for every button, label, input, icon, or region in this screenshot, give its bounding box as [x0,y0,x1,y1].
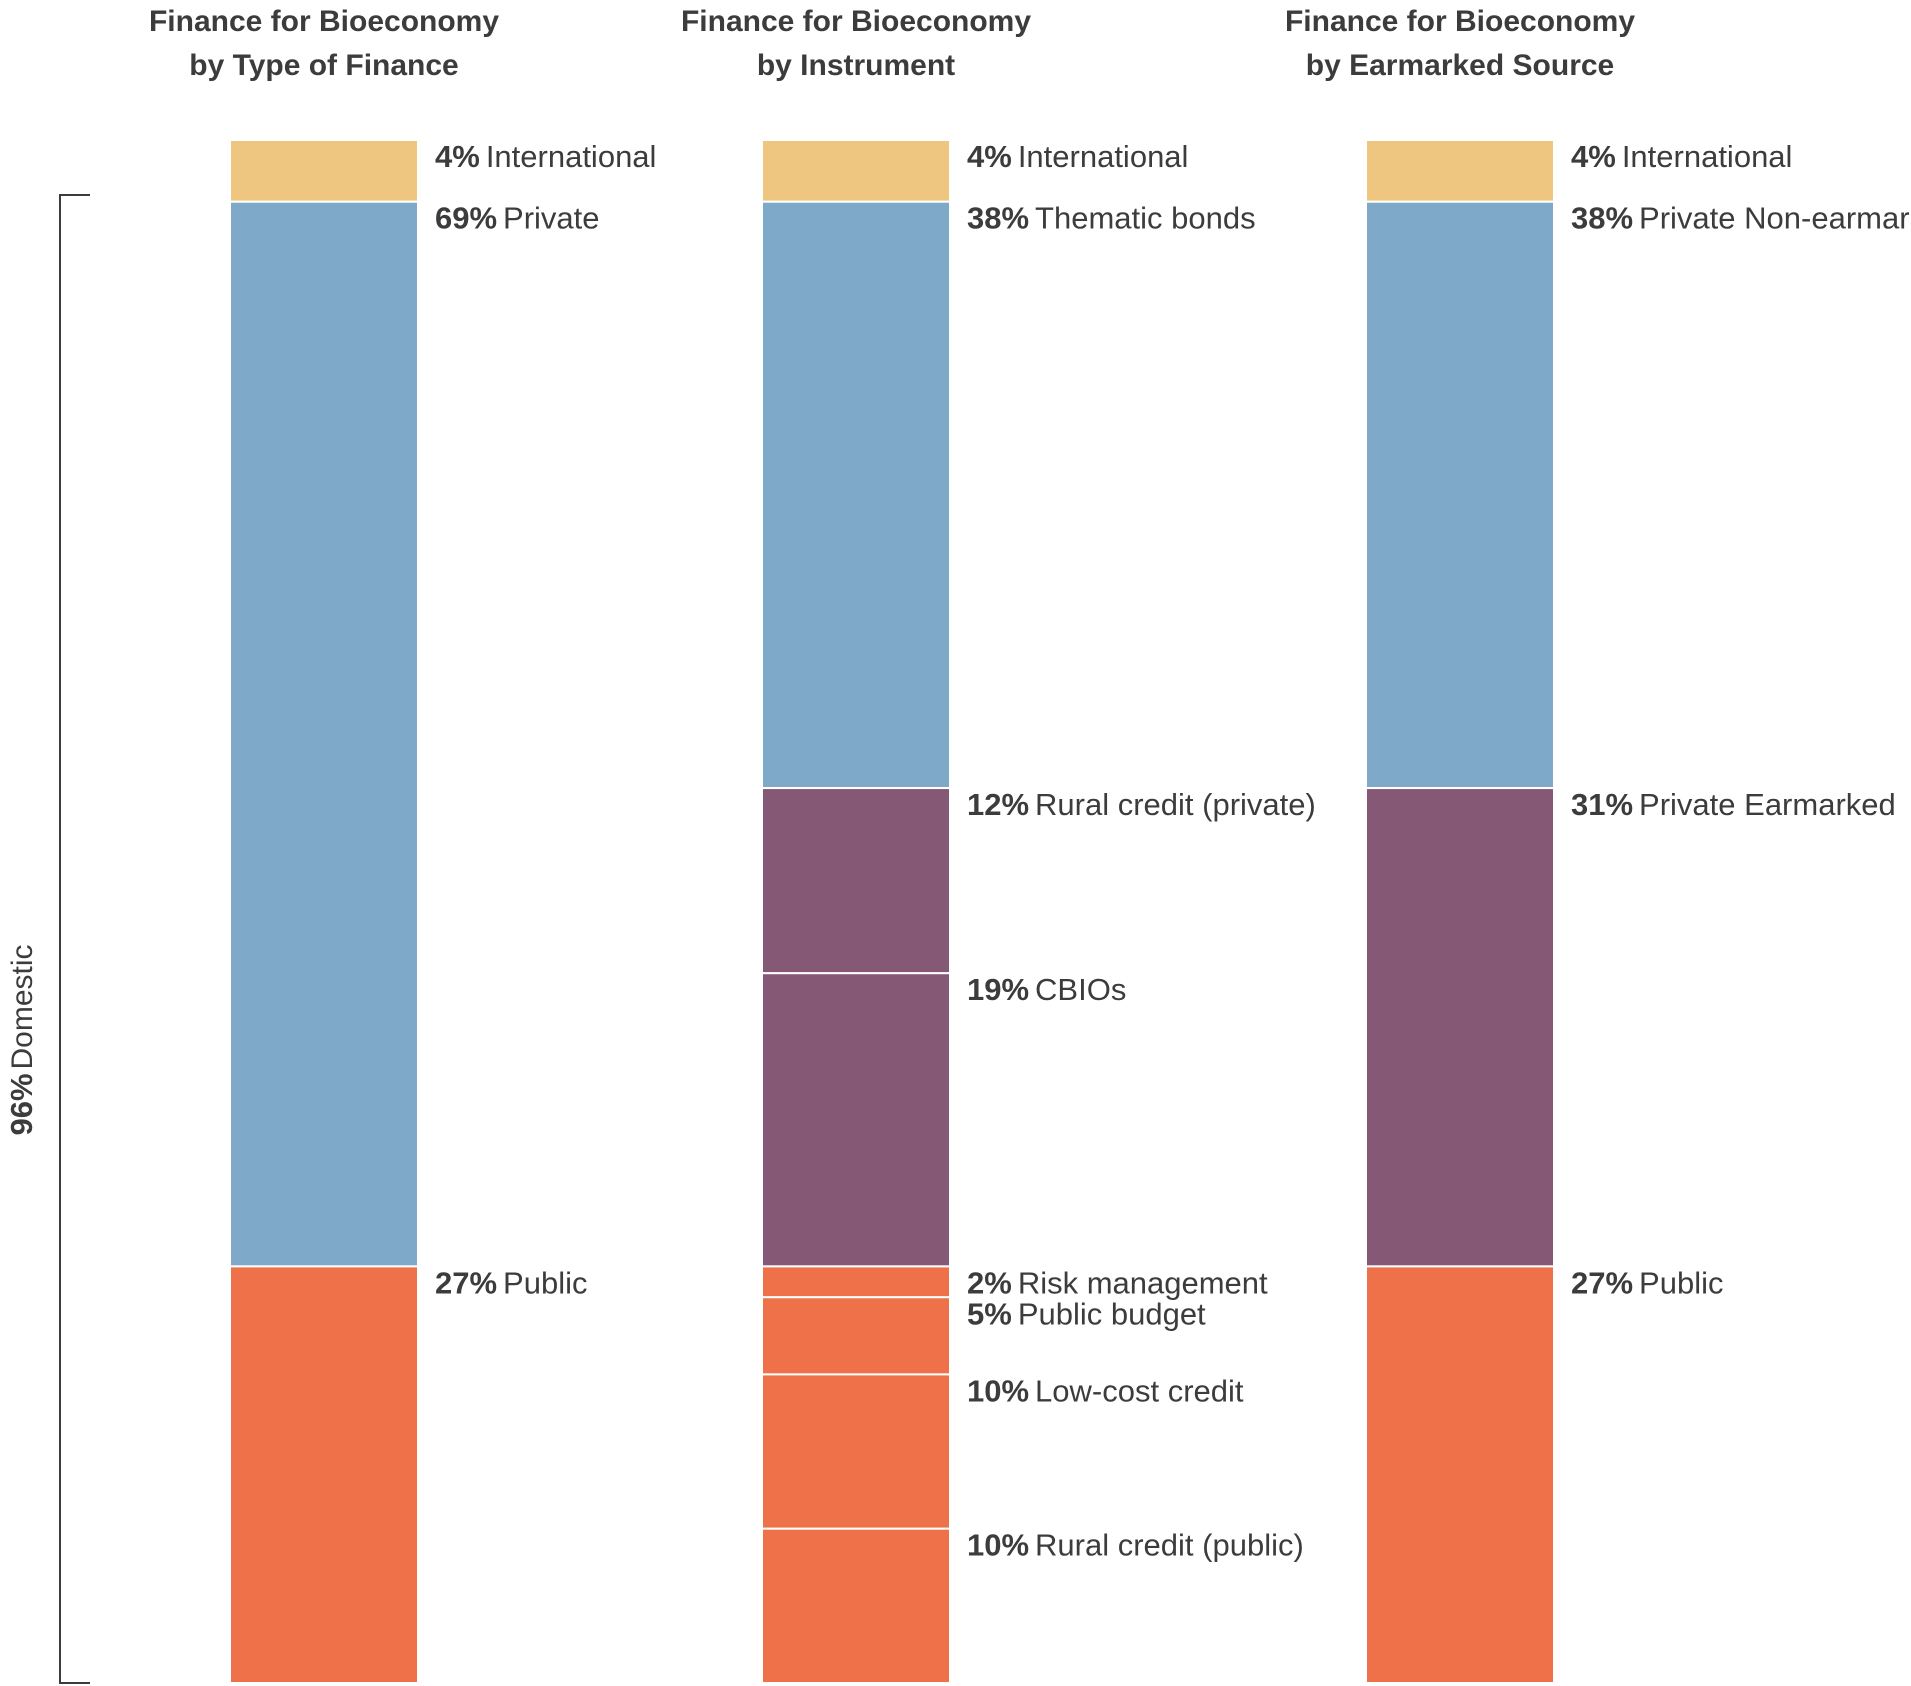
chart-title-line: by Instrument [757,49,955,82]
bar-segment [1365,200,1555,790]
bar-segment [761,972,951,1268]
bar-segment [1365,787,1555,1268]
bar-segment [761,1527,951,1684]
segment-label: 12% Rural credit (private) [967,787,1316,822]
bar-segment [761,1373,951,1530]
segment-label: 2% Risk management [967,1265,1268,1300]
segment-label: 27% Public [435,1265,587,1300]
segment-label: 38% Thematic bonds [967,201,1256,236]
bar-segment [229,200,419,1268]
segment-label: 5% Public budget [967,1296,1206,1331]
segment-label: 19% CBIOs [967,972,1126,1007]
chart-title-line: by Earmarked Source [1306,49,1614,82]
segment-label: 38%Private Non-earmarked [1571,201,1911,236]
domestic-label: 96%Domestic [4,944,39,1135]
bar-segment [761,200,951,790]
segment-label: 4% International [435,139,656,174]
bar-segment [761,787,951,975]
segment-label: 27% Public [1571,1265,1723,1300]
chart-title-line: Finance for Bioeconomy [149,5,499,38]
segment-label: 4% International [1571,139,1792,174]
segment-label: 31% Private Earmarked [1571,787,1896,822]
domestic-bracket: 96%Domestic [4,194,90,1684]
chart-title-line: Finance for Bioeconomy [681,5,1031,38]
bar-segment [1365,139,1555,203]
segment-label: 69% Private [435,201,600,236]
stacked-bar-3: Finance for Bioeconomy by Earmarked Sourc… [1285,5,1911,1684]
bar-segment [761,1265,951,1299]
bar-segment [229,139,419,203]
stacked-bar-2: Finance for Bioeconomy by Instrument 4% Int… [681,5,1316,1684]
chart-title-line: Finance for Bioeconomy [1285,5,1635,38]
chart-title-line: by Type of Finance [189,49,459,82]
stacked-bar-1: Finance for Bioeconomy by Type of Finance… [149,5,656,1684]
bar-segment [229,1265,419,1684]
bar-segment [1365,1265,1555,1684]
segment-label: 10% Rural credit (public) [967,1528,1304,1563]
segment-label: 10% Low-cost credit [967,1373,1244,1408]
bar-segment [761,139,951,203]
bar-segment [761,1296,951,1376]
segment-label: 4% International [967,139,1188,174]
